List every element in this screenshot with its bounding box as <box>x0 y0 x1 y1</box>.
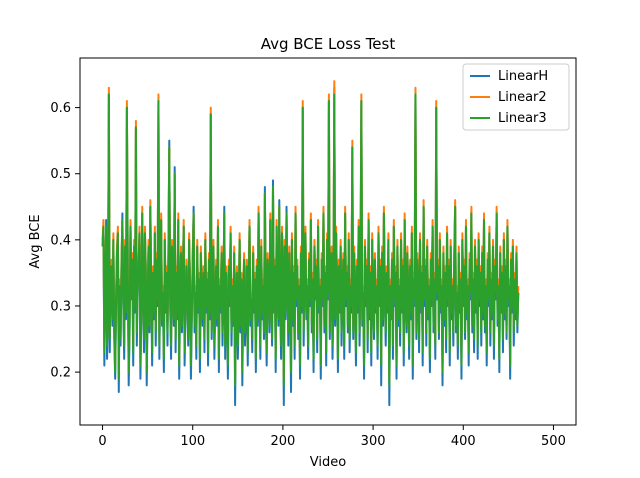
x-tick-label: 400 <box>451 434 476 449</box>
y-tick-label: 0.4 <box>50 233 71 248</box>
legend-label-linear2: Linear2 <box>498 90 547 105</box>
y-axis-ticks: 0.2 0.3 0.4 0.5 0.6 <box>50 101 80 381</box>
legend-label-linearh: LinearH <box>498 69 548 84</box>
x-tick-label: 0 <box>98 434 106 449</box>
x-axis-label: Video <box>310 455 346 470</box>
y-tick-label: 0.6 <box>50 101 71 116</box>
y-axis-label: Avg BCE <box>28 214 43 268</box>
y-tick-label: 0.3 <box>50 299 71 314</box>
chart-title: Avg BCE Loss Test <box>261 35 396 53</box>
y-tick-label: 0.2 <box>50 366 71 381</box>
y-tick-label: 0.5 <box>50 167 71 182</box>
series-layer <box>101 80 520 407</box>
plot-frame <box>79 57 577 426</box>
x-axis-ticks: 0 100 200 300 400 500 <box>98 425 566 449</box>
x-tick-label: 100 <box>180 434 205 449</box>
legend-box <box>462 63 570 131</box>
x-tick-label: 200 <box>270 434 295 449</box>
legend: LinearH Linear2 Linear3 <box>462 63 570 131</box>
legend-label-linear3: Linear3 <box>498 111 547 126</box>
x-tick-label: 300 <box>361 434 386 449</box>
x-tick-label: 500 <box>541 434 566 449</box>
series-line-linear3 <box>101 93 520 387</box>
